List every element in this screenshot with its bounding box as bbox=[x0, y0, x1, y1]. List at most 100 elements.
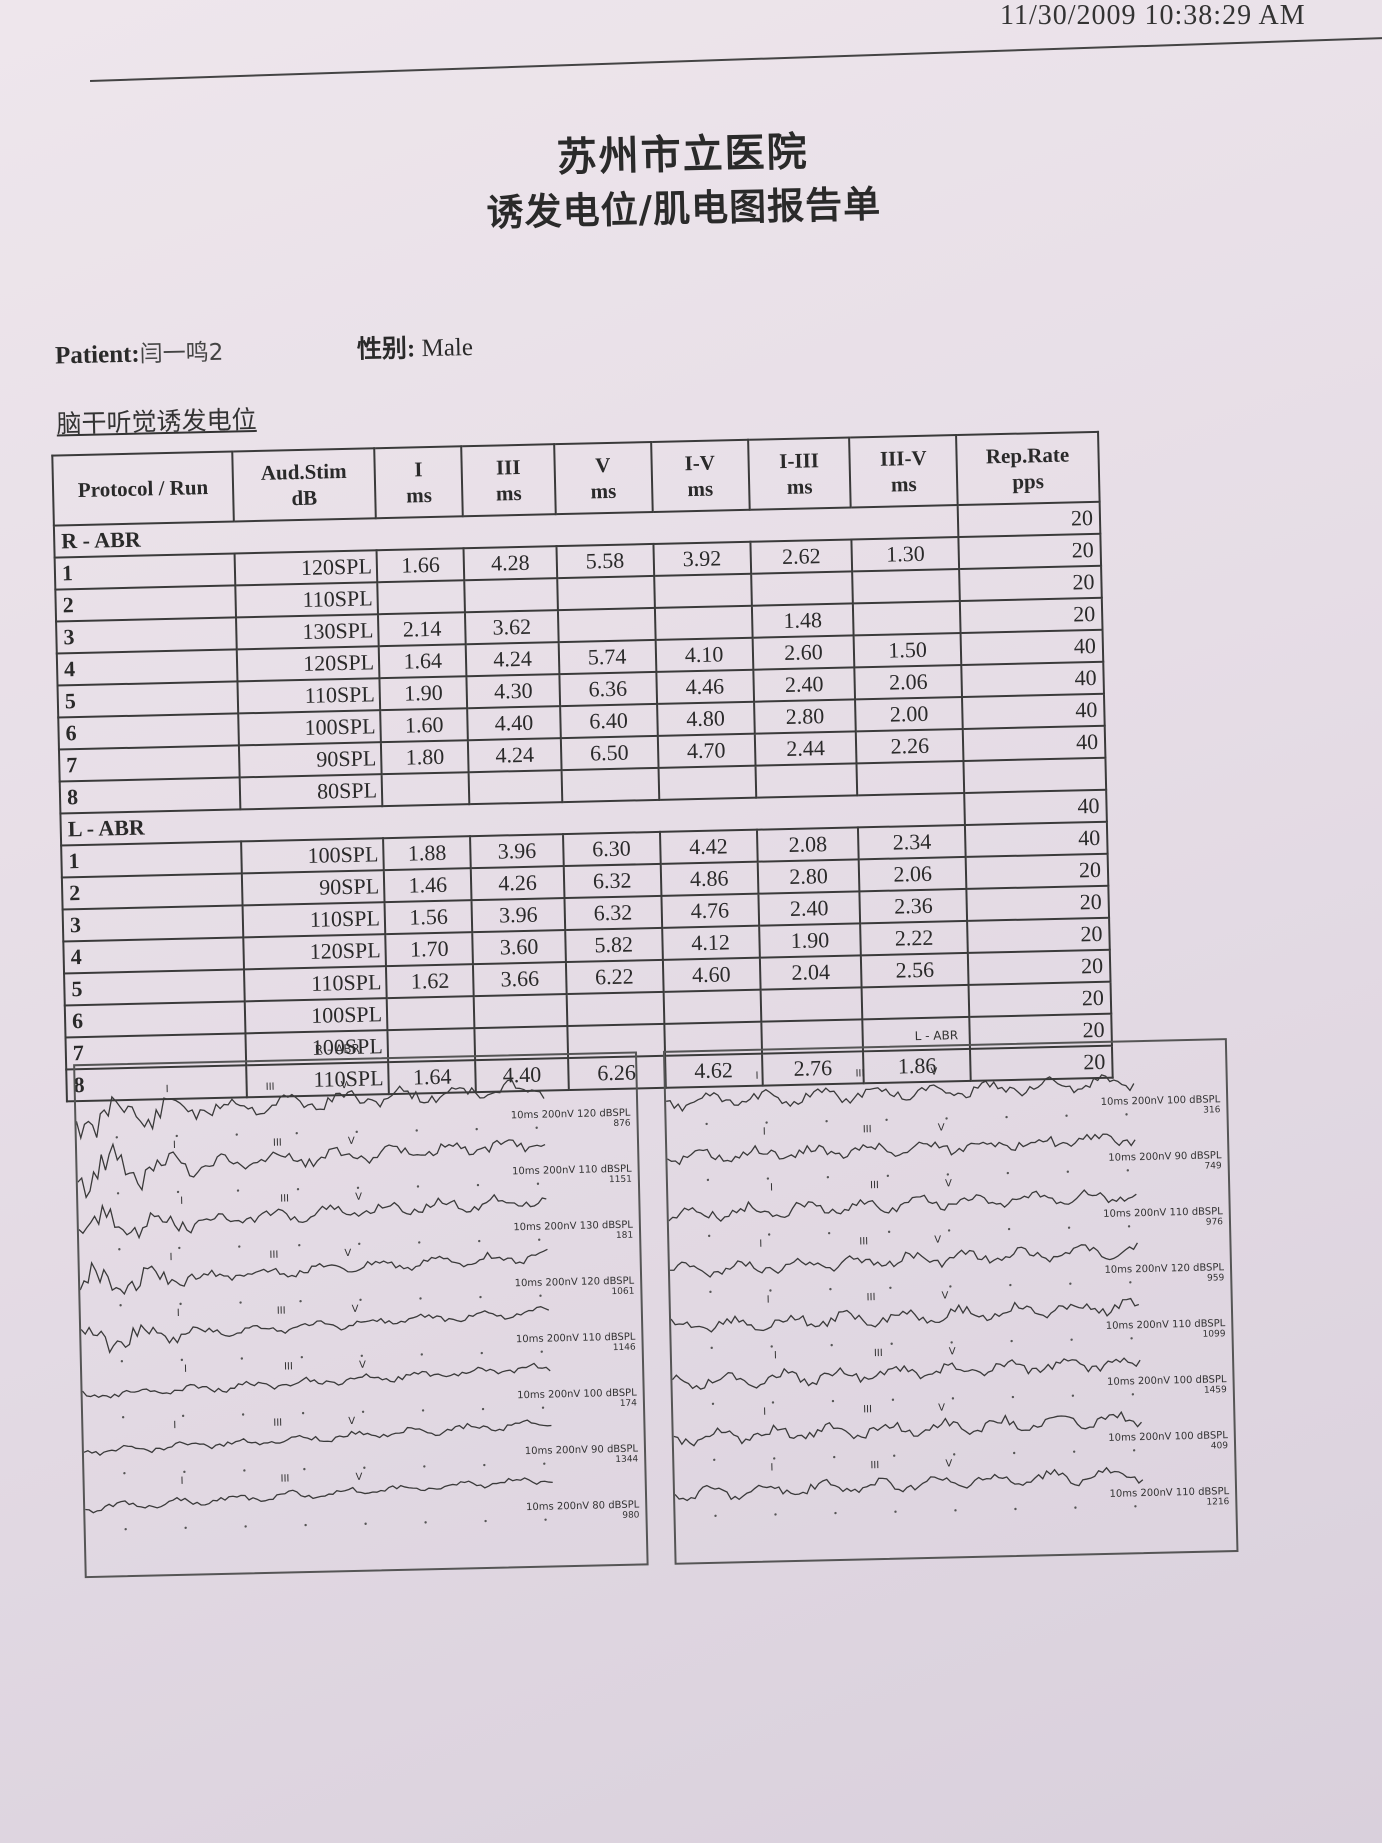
grid-dot bbox=[541, 1406, 545, 1409]
peak-marker-i: I bbox=[769, 1182, 774, 1194]
table-body: R - ABR 20 1 120SPL 1.66 4.28 5.58 3.92 2.62 1.30… bbox=[53, 501, 1113, 1102]
grid-dot bbox=[240, 1357, 244, 1360]
peak-marker-iii: III bbox=[862, 1124, 872, 1136]
table-cell: 110SPL bbox=[242, 902, 386, 938]
peak-marker-iii: III bbox=[272, 1137, 282, 1149]
table-cell: 2.22 bbox=[860, 920, 968, 956]
peak-marker-iii: III bbox=[863, 1404, 873, 1416]
peak-marker-iii: III bbox=[280, 1473, 290, 1485]
table-cell: 20 bbox=[967, 917, 1110, 953]
table-cell: 1.50 bbox=[853, 633, 962, 668]
table-cell bbox=[653, 573, 752, 608]
table-cell: 20 bbox=[968, 981, 1112, 1017]
grid-dot bbox=[765, 1121, 768, 1124]
table-cell: 100SPL bbox=[244, 998, 388, 1034]
table-cell: 5 bbox=[57, 681, 239, 718]
grid-dot bbox=[945, 1117, 948, 1120]
grid-dot bbox=[358, 1242, 361, 1246]
grid-dot bbox=[770, 1345, 773, 1348]
table-cell: 2.40 bbox=[758, 891, 861, 926]
grid-dot bbox=[296, 1187, 300, 1191]
table-cell: 110SPL bbox=[243, 966, 387, 1002]
grid-dot bbox=[769, 1289, 772, 1292]
grid-dot bbox=[1069, 1282, 1072, 1285]
table-cell: 3.60 bbox=[472, 930, 566, 965]
l-abr-waveforms bbox=[666, 1074, 1144, 1518]
table-cell: 4.30 bbox=[466, 674, 560, 709]
peak-marker-i: I bbox=[755, 1070, 759, 1082]
peak-marker-iii: III bbox=[276, 1305, 286, 1317]
column-header-unit: ms bbox=[687, 476, 714, 502]
peak-marker-v: V bbox=[355, 1191, 363, 1203]
table-cell: 2.80 bbox=[753, 699, 857, 734]
abr-trace bbox=[669, 1242, 1138, 1278]
grid-dot bbox=[180, 1358, 184, 1362]
table-cell: 1.70 bbox=[385, 932, 474, 967]
table-cell bbox=[566, 991, 664, 1027]
grid-dot bbox=[181, 1414, 185, 1418]
section-title: 脑干听觉诱发电位 bbox=[56, 404, 257, 439]
grid-dot bbox=[885, 1118, 888, 1122]
column-header-title: III bbox=[495, 454, 521, 480]
peak-marker-v: V bbox=[941, 1290, 949, 1302]
grid-dot bbox=[952, 1453, 956, 1456]
abr-trace bbox=[75, 1078, 545, 1141]
grid-dot bbox=[124, 1527, 127, 1531]
table-cell: 2.08 bbox=[756, 827, 860, 862]
column-header-title: I-V bbox=[684, 450, 716, 476]
grid-dot bbox=[1009, 1283, 1012, 1287]
table-cell: 40 bbox=[962, 725, 1106, 761]
sex-label: 性别: bbox=[356, 335, 416, 364]
abr-trace bbox=[671, 1357, 1141, 1390]
grid-dot bbox=[707, 1234, 711, 1238]
table-cell: 110SPL bbox=[237, 678, 381, 714]
peak-marker-v: V bbox=[937, 1122, 945, 1134]
peak-marker-i: I bbox=[176, 1307, 180, 1319]
grid-dot bbox=[709, 1290, 712, 1294]
l-abr-waveform-panel: L - ABR 10ms 200nV 100 dBSPL 316 I III V 10ms… bbox=[662, 1028, 1239, 1565]
trace-label: 10ms 200nV 130 dBSPL 181 bbox=[513, 1220, 633, 1244]
grid-dot bbox=[536, 1182, 540, 1185]
table-cell: 1.90 bbox=[379, 676, 468, 711]
table-cell: 4.28 bbox=[463, 546, 557, 581]
table-cell bbox=[853, 601, 961, 636]
table-cell bbox=[556, 575, 655, 611]
grid-dot bbox=[184, 1526, 187, 1530]
grid-dot bbox=[833, 1455, 836, 1459]
table-cell: 3 bbox=[62, 905, 244, 942]
grid-dot bbox=[423, 1465, 426, 1468]
table-cell bbox=[464, 578, 558, 613]
grid-dot bbox=[1131, 1393, 1135, 1396]
table-cell: 100SPL bbox=[238, 710, 381, 746]
table-cell: 1.64 bbox=[378, 644, 467, 679]
grid-dot bbox=[115, 1136, 118, 1139]
grid-dot bbox=[949, 1285, 952, 1288]
peak-marker-i: I bbox=[770, 1462, 774, 1474]
column-header-title: Aud.Stim bbox=[260, 458, 347, 485]
abr-trace bbox=[77, 1139, 546, 1200]
grid-dot bbox=[481, 1407, 485, 1411]
grid-dot bbox=[478, 1239, 481, 1243]
grid-dot bbox=[1130, 1337, 1133, 1340]
table-cell: 2.40 bbox=[752, 667, 856, 702]
column-header: Aud.Stim dB bbox=[232, 448, 376, 522]
grid-dot bbox=[1125, 1113, 1128, 1116]
column-header-unit: ms bbox=[405, 482, 433, 508]
table-cell bbox=[861, 984, 970, 1020]
grid-dot bbox=[360, 1354, 363, 1357]
patient-name: 闫一鸣2 bbox=[139, 339, 224, 368]
column-header-title: I bbox=[414, 457, 423, 482]
peak-marker-v: V bbox=[355, 1471, 363, 1483]
peak-marker-v: V bbox=[938, 1402, 946, 1414]
group-rate: 40 bbox=[964, 789, 1107, 825]
grid-dot bbox=[475, 1127, 478, 1131]
grid-dot bbox=[773, 1457, 776, 1460]
table-cell: 2.26 bbox=[856, 728, 964, 764]
peak-marker-i: I bbox=[180, 1475, 184, 1487]
table-cell: 40 bbox=[960, 629, 1104, 666]
table-cell: 2.06 bbox=[859, 856, 967, 892]
grid-dot bbox=[476, 1183, 480, 1187]
grid-dot bbox=[355, 1130, 358, 1134]
